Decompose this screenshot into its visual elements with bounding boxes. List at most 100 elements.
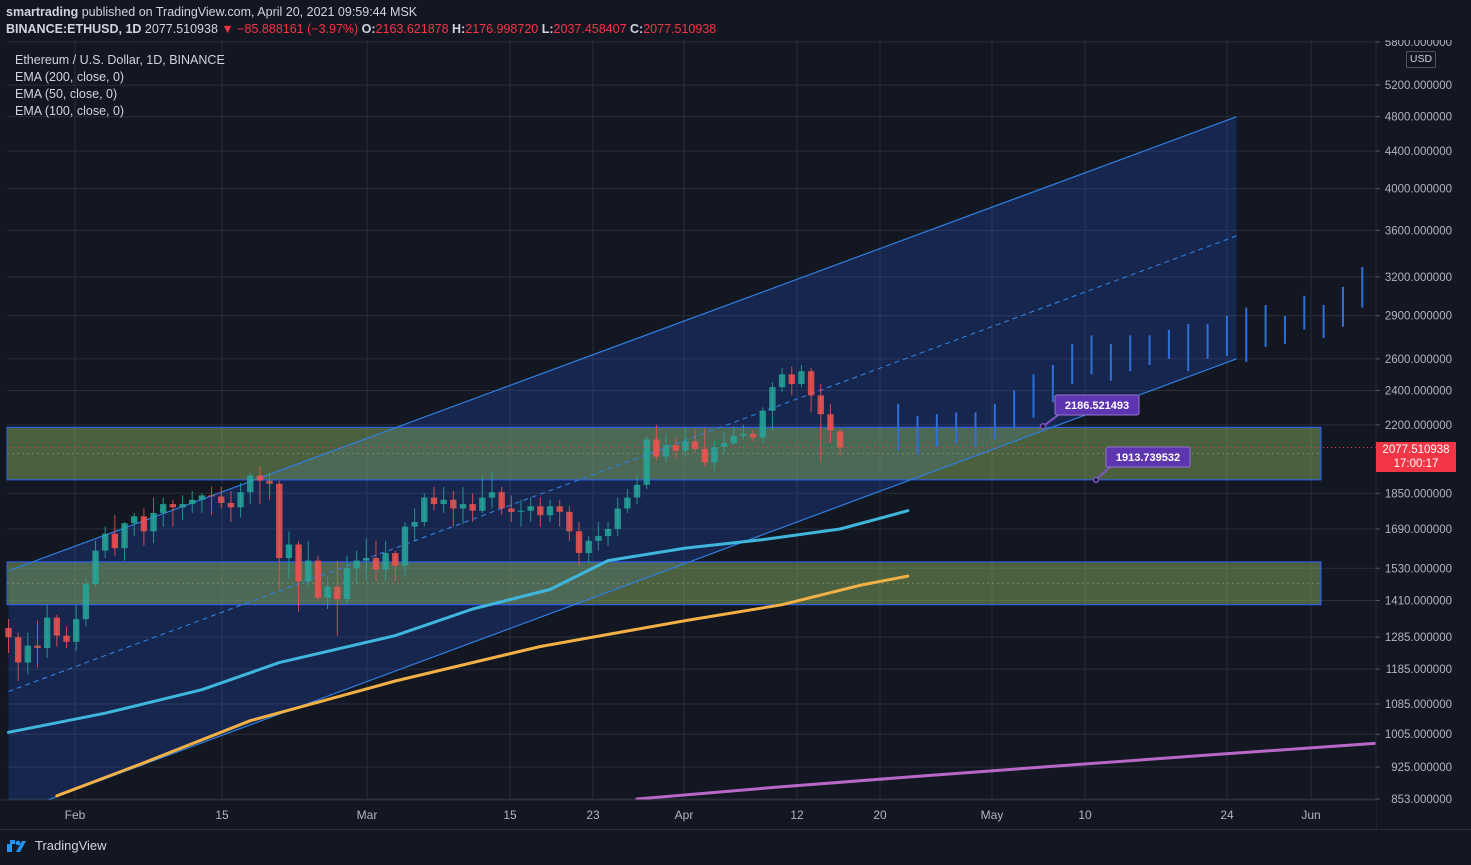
support-zone-2 xyxy=(6,561,1322,606)
candle-body xyxy=(53,617,61,636)
upper-level-label-anchor xyxy=(1039,423,1047,430)
time-label: May xyxy=(981,808,1004,822)
time-label: 20 xyxy=(873,808,887,822)
candle-body xyxy=(276,483,283,559)
price-tick-label: 2900.000000 xyxy=(1385,311,1452,323)
legend-ema200[interactable]: EMA (200, close, 0) xyxy=(15,70,125,84)
price-tick-label: 1410.000000 xyxy=(1385,596,1452,608)
candle-body xyxy=(430,497,438,505)
candle-body xyxy=(111,533,119,549)
candle-body xyxy=(730,435,737,444)
open-value: 2163.621878 xyxy=(375,22,449,36)
low-value: 2037.458407 xyxy=(553,22,627,36)
candle-body xyxy=(537,506,544,516)
published-text: published on TradingView.com, April 20, … xyxy=(78,5,418,19)
lower-level-label-box xyxy=(1105,446,1191,468)
tradingview-logo-icon xyxy=(7,839,26,852)
last-price: 2077.510938 xyxy=(144,22,218,36)
high-label: H: xyxy=(452,22,466,36)
candle-body xyxy=(343,568,351,600)
channel-upper-line xyxy=(8,116,1237,572)
time-label: 23 xyxy=(586,808,600,822)
candle-body xyxy=(624,497,631,509)
price-tick-label: 1085.000000 xyxy=(1385,699,1452,711)
candle-body xyxy=(150,512,157,532)
candle-body xyxy=(556,506,563,512)
candle-body xyxy=(682,441,689,451)
candle-body xyxy=(807,371,815,396)
price-tick-label: 2600.000000 xyxy=(1385,354,1452,366)
candle-body xyxy=(382,553,389,570)
candle-body xyxy=(102,533,109,551)
symbol-label[interactable]: BINANCE:ETHUSD, 1D xyxy=(6,22,142,36)
lower-level-label: 1913.739532 xyxy=(1116,452,1180,464)
price-tick-label: 1690.000000 xyxy=(1385,524,1452,536)
grid-lines xyxy=(7,40,1376,800)
price-tick-label: 5800.000000 xyxy=(1385,37,1452,49)
candle-body xyxy=(247,475,254,493)
candle-body xyxy=(392,553,399,566)
candle-body xyxy=(604,528,612,537)
legend-title[interactable]: Ethereum / U.S. Dollar, 1D, BINANCE xyxy=(15,53,225,67)
price-tick-label: 5200.000000 xyxy=(1385,80,1452,92)
time-label: 24 xyxy=(1220,808,1234,822)
candle-body xyxy=(266,480,273,484)
price-tick-label: 2200.000000 xyxy=(1385,420,1452,432)
ema50-line xyxy=(7,509,910,734)
price-change: ▼ −85.888161 (−3.97%) xyxy=(221,22,359,36)
candle-body xyxy=(759,410,766,438)
candle-body xyxy=(769,387,776,411)
candle-body xyxy=(827,414,834,431)
candle-body xyxy=(72,619,80,642)
close-label: C: xyxy=(630,22,644,36)
candle-body xyxy=(740,433,747,436)
candle-body xyxy=(691,441,699,449)
price-tick-label: 1530.000000 xyxy=(1385,563,1452,575)
currency-badge[interactable]: USD xyxy=(1406,51,1436,68)
price-tick-label: 4000.000000 xyxy=(1385,184,1452,196)
candle-body xyxy=(227,502,235,508)
candle-body xyxy=(63,635,70,642)
candle-body xyxy=(614,508,621,529)
candle-body xyxy=(836,431,844,448)
price-tick-label: 925.000000 xyxy=(1391,762,1452,774)
candle-body xyxy=(314,560,322,598)
candle-body xyxy=(34,645,41,649)
price-tick-label: 2400.000000 xyxy=(1385,385,1452,397)
candle-body xyxy=(498,492,505,509)
candle-body xyxy=(527,506,534,511)
price-tick-label: 1185.000000 xyxy=(1386,664,1452,676)
candle-body xyxy=(778,374,786,388)
candle-body xyxy=(643,439,650,485)
candle-body xyxy=(401,526,409,566)
candle-body xyxy=(305,560,312,582)
price-tick-label: 1850.000000 xyxy=(1385,488,1452,500)
bar-countdown: 17:00:17 xyxy=(1393,458,1439,470)
time-label: Jun xyxy=(1301,808,1320,822)
candle-body xyxy=(160,504,167,513)
indicator-legend: Ethereum / U.S. Dollar, 1D, BINANCE EMA … xyxy=(15,52,225,120)
legend-ema50[interactable]: EMA (50, close, 0) xyxy=(15,87,118,101)
candle-body xyxy=(421,497,428,523)
candle-body xyxy=(24,645,32,663)
price-tick-label: 1005.000000 xyxy=(1385,729,1452,741)
upper-level-label-box xyxy=(1054,394,1140,416)
candle-body xyxy=(189,499,196,505)
legend-ema100[interactable]: EMA (100, close, 0) xyxy=(15,104,125,118)
candle-body xyxy=(798,371,805,384)
candle-body xyxy=(218,496,225,503)
candle-body xyxy=(508,508,515,512)
candle-body xyxy=(633,484,641,498)
price-tick-label: 4800.000000 xyxy=(1385,112,1452,124)
candle-body xyxy=(440,499,447,505)
channel-lower-line xyxy=(8,358,1237,816)
author-name[interactable]: smartrading xyxy=(6,5,79,19)
current-price-tag: 2077.510938 17:00:17 xyxy=(1376,442,1456,472)
candle-body xyxy=(479,497,486,511)
candle-body xyxy=(131,516,138,524)
candle-body xyxy=(14,637,22,663)
time-axis-bg xyxy=(0,800,1376,830)
candle-body xyxy=(566,511,573,532)
tradingview-logo[interactable]: TradingView xyxy=(7,838,107,853)
